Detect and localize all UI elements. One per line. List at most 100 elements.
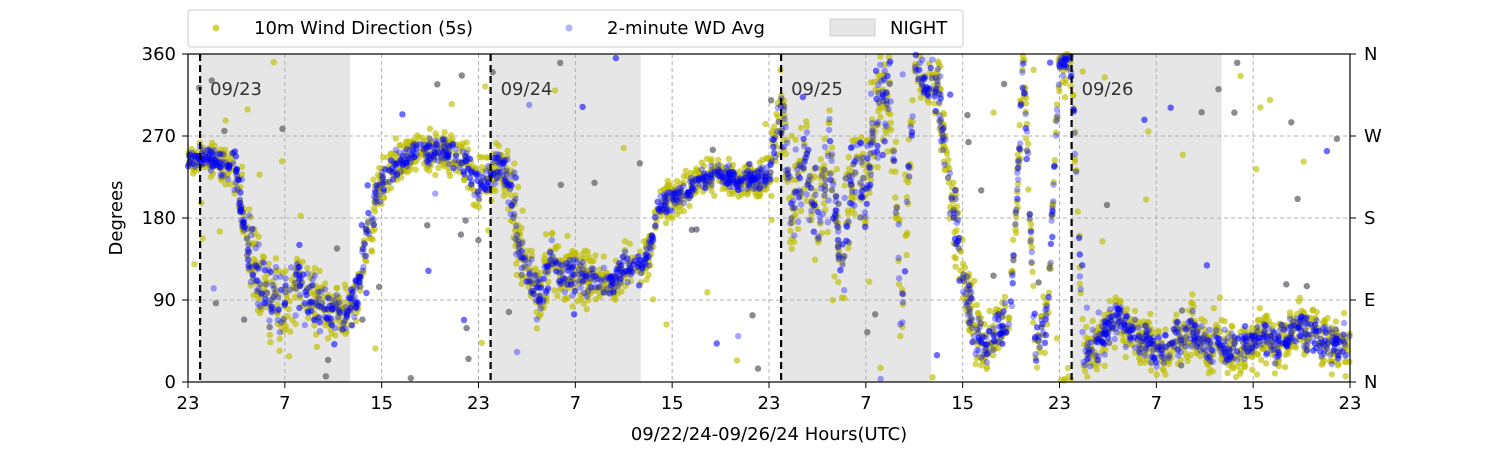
point xyxy=(1207,366,1214,373)
point xyxy=(1148,360,1155,367)
point xyxy=(832,211,840,218)
point xyxy=(569,303,576,310)
point xyxy=(501,188,509,195)
point xyxy=(795,170,802,177)
point xyxy=(1234,59,1241,66)
point xyxy=(767,97,775,104)
point xyxy=(253,263,260,271)
point xyxy=(1048,213,1055,220)
point xyxy=(301,300,309,307)
point xyxy=(883,89,890,96)
point xyxy=(254,307,262,314)
point xyxy=(365,219,372,226)
point xyxy=(272,274,279,281)
point xyxy=(460,176,468,183)
point xyxy=(528,280,535,287)
point xyxy=(821,182,829,189)
point xyxy=(1012,226,1019,233)
point xyxy=(1292,344,1300,351)
point xyxy=(790,213,797,220)
point xyxy=(959,294,967,302)
point xyxy=(990,272,997,279)
point xyxy=(1211,329,1218,337)
point xyxy=(1046,59,1054,66)
point xyxy=(1193,343,1201,350)
point xyxy=(1030,282,1037,290)
point xyxy=(1256,305,1264,312)
point xyxy=(296,241,303,249)
point xyxy=(339,326,346,333)
point xyxy=(867,90,875,97)
point xyxy=(754,365,762,372)
point xyxy=(759,156,766,164)
point xyxy=(304,264,311,272)
point xyxy=(271,285,278,292)
point xyxy=(1147,310,1154,318)
point xyxy=(841,287,848,294)
point xyxy=(561,288,568,296)
point xyxy=(1341,359,1349,366)
point xyxy=(465,355,472,362)
point xyxy=(1052,129,1060,136)
point xyxy=(375,283,383,291)
point xyxy=(952,263,959,270)
point xyxy=(818,230,826,237)
point xyxy=(222,157,229,164)
point xyxy=(978,187,985,194)
point xyxy=(542,231,550,238)
point xyxy=(939,137,946,144)
point xyxy=(221,127,228,135)
point xyxy=(567,281,575,288)
point xyxy=(867,150,874,157)
point xyxy=(1198,109,1205,116)
point xyxy=(448,100,455,108)
point xyxy=(886,80,893,88)
point xyxy=(944,174,952,181)
point xyxy=(757,180,764,187)
point xyxy=(526,266,533,273)
point xyxy=(540,275,547,282)
point xyxy=(357,287,364,294)
point xyxy=(939,131,946,138)
point xyxy=(886,58,894,65)
point xyxy=(895,275,903,282)
point xyxy=(1266,96,1274,104)
point xyxy=(895,257,902,265)
point xyxy=(1300,158,1307,165)
point xyxy=(275,306,282,313)
point xyxy=(504,147,511,155)
point xyxy=(892,138,900,145)
point xyxy=(986,307,993,315)
point xyxy=(929,56,936,63)
point xyxy=(1017,98,1024,106)
point xyxy=(211,142,218,150)
point xyxy=(1053,335,1061,342)
point xyxy=(709,146,716,153)
point xyxy=(1227,352,1234,359)
point xyxy=(952,187,959,194)
point xyxy=(899,301,907,308)
point xyxy=(507,191,514,198)
point xyxy=(716,168,724,175)
point xyxy=(1231,109,1238,116)
point xyxy=(767,155,774,162)
point xyxy=(845,219,852,227)
point xyxy=(1198,315,1205,323)
point xyxy=(857,139,864,146)
point xyxy=(986,324,993,332)
point xyxy=(805,178,812,185)
point xyxy=(577,256,584,263)
point xyxy=(1129,326,1136,333)
point xyxy=(999,299,1006,307)
point xyxy=(1101,351,1108,358)
point xyxy=(931,109,938,117)
point xyxy=(391,169,398,176)
point xyxy=(1288,319,1296,327)
point xyxy=(452,151,459,158)
point xyxy=(293,286,300,293)
point xyxy=(887,119,894,126)
point xyxy=(557,59,564,67)
point xyxy=(1106,306,1114,313)
point xyxy=(1099,238,1106,245)
point xyxy=(1009,268,1016,275)
